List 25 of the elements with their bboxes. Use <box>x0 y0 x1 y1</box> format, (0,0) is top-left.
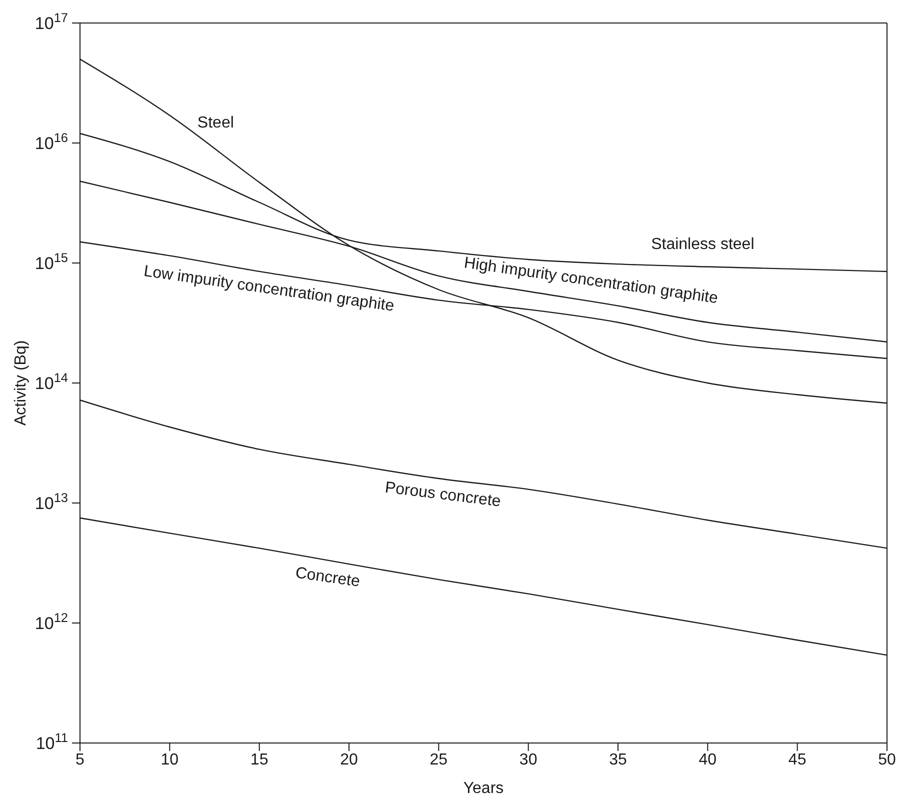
y-tick-label: 10$^{13}$ <box>34 490 68 513</box>
y-tick-label: 10$^{14}$ <box>34 370 68 393</box>
text: Porous concrete <box>384 479 502 510</box>
x-tick-label: 15 <box>250 751 268 768</box>
y-tick-label: 10$^{15}$ <box>34 250 68 273</box>
x-tick-label: 10 <box>160 751 179 768</box>
x-tick-label: 25 <box>430 751 448 768</box>
y-axis-title: Activity (Bq) <box>12 340 30 426</box>
y-tick-label: 10$^{17}$ <box>34 10 68 33</box>
text: Low impurity concentration graphite <box>142 263 396 316</box>
x-axis-title: Years <box>463 780 504 797</box>
x-tick-label: 35 <box>609 751 627 768</box>
x-tick-label: 45 <box>788 751 806 768</box>
series-label: Stainless steel <box>651 236 754 253</box>
x-tick-label: 40 <box>698 751 717 768</box>
x-tick-label: 50 <box>878 751 896 768</box>
y-tick-label: 10$^{16}$ <box>34 130 68 153</box>
x-tick-label: 30 <box>519 751 538 768</box>
text: Concrete <box>294 564 362 591</box>
x-tick-label: 5 <box>76 751 85 768</box>
series-label: Steel <box>197 114 234 132</box>
text: High impurity concentration graphite <box>462 254 720 308</box>
y-tick-label: 10$^{12}$ <box>34 610 68 633</box>
y-tick-label: 10$^{11}$ <box>36 730 68 753</box>
x-tick-label: 20 <box>340 751 358 768</box>
